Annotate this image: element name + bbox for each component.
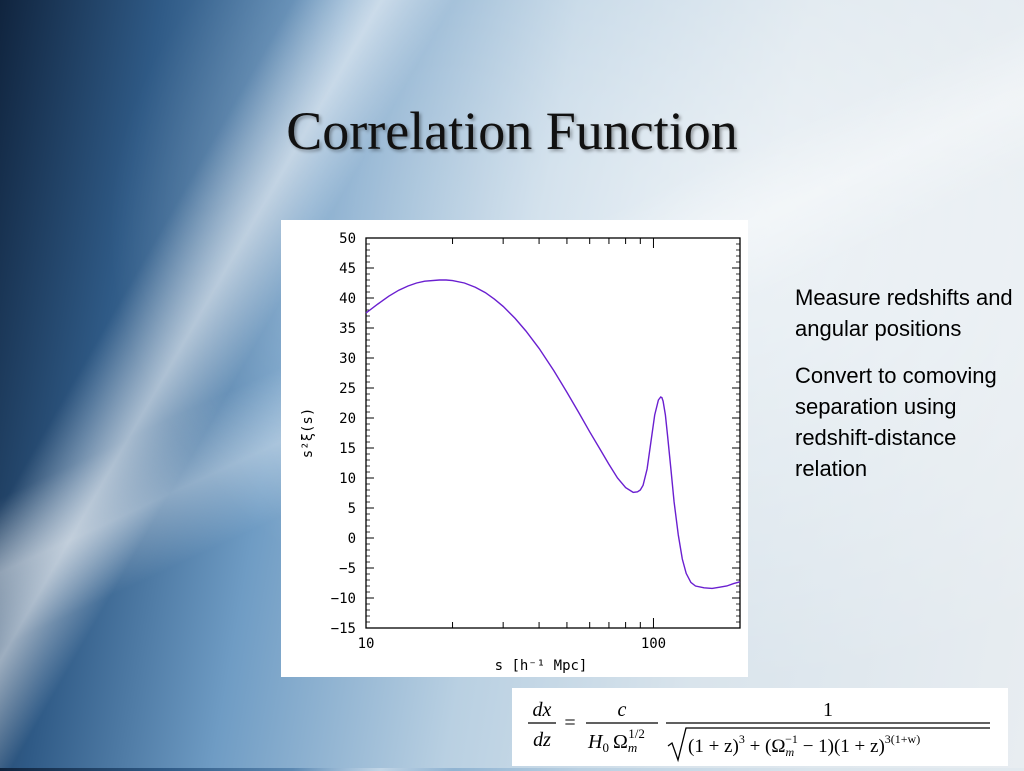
sqrt-sign	[667, 727, 990, 763]
series-line	[365, 279, 741, 590]
y-tick-label: 20	[339, 411, 356, 427]
y-tick-label: −10	[331, 591, 356, 607]
y-tick-label: 45	[339, 261, 356, 277]
tick-marks	[365, 237, 741, 629]
plot-frame	[365, 237, 741, 629]
y-tick-label: 0	[348, 531, 356, 547]
y-tick-label: 40	[339, 291, 356, 307]
formula-dx: dx	[533, 699, 552, 721]
formula-equals: =	[564, 712, 575, 734]
formula-root-content: (1 + z)3 + (Ωm−1 − 1)(1 + z)3(1+w)	[688, 732, 920, 759]
y-tick-label: −5	[339, 561, 356, 577]
x-tick-label: 100	[641, 636, 666, 652]
y-tick-label: 15	[339, 441, 356, 457]
y-tick-label: 25	[339, 381, 356, 397]
formula-dz: dz	[533, 729, 551, 751]
formula-one: 1	[823, 699, 833, 721]
y-tick-label: 50	[339, 231, 356, 247]
formula-denominator: H0 Ωm1/2	[587, 726, 645, 755]
x-axis-label: s [h⁻¹ Mpc]	[495, 658, 588, 674]
y-tick-label: −15	[331, 621, 356, 637]
formula-panel: dx dz = c H0 Ωm1/2 1 (1 + z)3 + (Ωm−1 − 1…	[512, 688, 1008, 766]
chart-panel: 50 45 40 35 30 25 20 15 10 5 0 −5 −10 −15 10 100 s [h⁻…	[281, 220, 748, 677]
formula-c: c	[618, 699, 627, 721]
y-axis-label: s²ξ(s)	[300, 408, 316, 459]
y-tick-label: 35	[339, 321, 356, 337]
bullet-list: Measure redshifts and angular positions …	[795, 282, 1015, 500]
slide-title: Correlation Function	[286, 101, 738, 161]
redshift-distance-formula: dx dz = c H0 Ωm1/2 1 (1 + z)3 + (Ωm−1 − 1…	[528, 699, 990, 763]
y-tick-label: 30	[339, 351, 356, 367]
y-tick-label: 5	[348, 501, 356, 517]
bullet-item: Convert to comoving separation using red…	[795, 363, 997, 481]
x-tick-label: 10	[358, 636, 375, 652]
x-tick-labels: 10 100	[358, 636, 667, 652]
y-tick-label: 10	[339, 471, 356, 487]
bullet-item: Measure redshifts and angular positions	[795, 285, 1013, 341]
